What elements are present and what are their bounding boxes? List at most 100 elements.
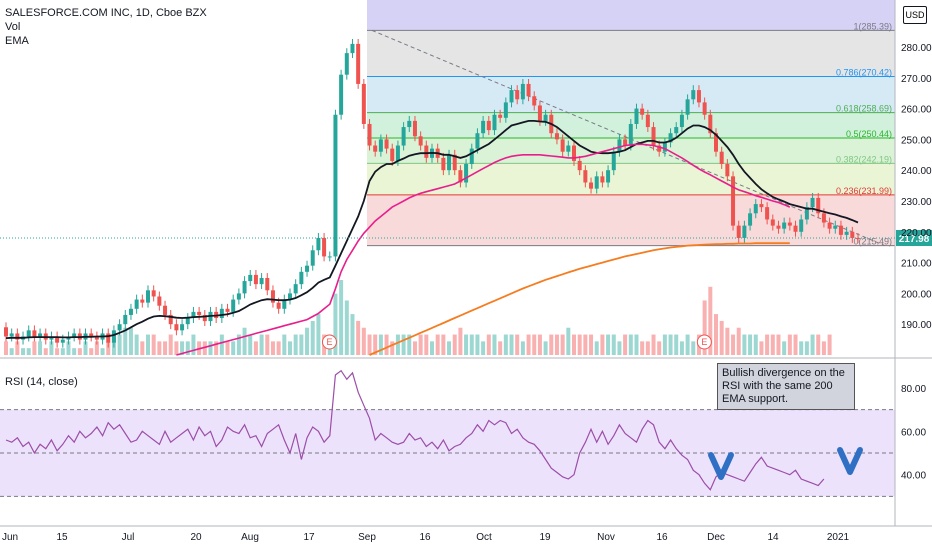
candle-body xyxy=(708,114,713,134)
candle-body xyxy=(668,133,673,143)
candle-body xyxy=(322,237,327,257)
divergence-arrow xyxy=(708,452,734,480)
candle-body xyxy=(9,333,14,337)
candle-body xyxy=(49,336,54,340)
time-tick-label: 19 xyxy=(539,532,551,543)
volume-bar xyxy=(94,341,99,355)
volume-bar xyxy=(606,334,611,355)
volume-bar xyxy=(236,334,241,355)
volume-bar xyxy=(691,341,696,355)
candle-body xyxy=(185,318,190,325)
chart-title[interactable]: SALESFORCE.COM INC, 1D, Cboe BZX xyxy=(5,7,207,19)
candle-body xyxy=(685,99,690,115)
time-tick-label: 14 xyxy=(767,532,779,543)
volume-bar xyxy=(72,348,77,355)
volume-bar xyxy=(611,334,616,355)
candle-body xyxy=(259,277,264,285)
volume-bar xyxy=(305,327,310,355)
volume-bar xyxy=(49,341,54,355)
volume-bar xyxy=(163,341,168,355)
time-tick-label: Aug xyxy=(241,532,259,543)
price-tick-label: 210.00 xyxy=(901,259,932,270)
time-tick-label: Sep xyxy=(358,532,376,543)
volume-bar xyxy=(390,341,395,355)
candle-body xyxy=(123,314,128,325)
volume-bar xyxy=(270,341,275,355)
volume-bar xyxy=(787,334,792,355)
volume-bar xyxy=(731,334,736,355)
candle-body xyxy=(526,83,531,97)
volume-bar xyxy=(520,341,525,355)
volume-bar xyxy=(543,341,548,355)
indicator-ema-label[interactable]: EMA xyxy=(5,35,29,47)
candle-body xyxy=(270,290,275,303)
candle-body xyxy=(662,142,667,152)
volume-bar xyxy=(515,334,520,355)
volume-bar xyxy=(447,341,452,355)
candle-body xyxy=(600,176,605,183)
candle-body xyxy=(719,151,724,165)
volume-bar xyxy=(43,348,48,355)
volume-bar xyxy=(60,348,65,355)
volume-bar xyxy=(146,334,150,355)
candle-body xyxy=(543,114,548,121)
price-tick-label: 280.00 xyxy=(901,43,932,54)
axes: 217.98 190.00 200.00 210.00 220.00 230.00 240.… xyxy=(0,0,932,543)
candle-body xyxy=(469,148,474,165)
volume-bar xyxy=(333,293,338,355)
candle-body xyxy=(691,90,696,100)
candle-body xyxy=(748,213,753,226)
indicator-vol-label[interactable]: Vol xyxy=(5,21,21,33)
fib-label-0.786: 0.786(270.42) xyxy=(836,67,892,77)
time-tick-label: 17 xyxy=(303,532,315,543)
candle-body xyxy=(339,74,344,115)
volume-bar xyxy=(373,334,378,355)
volume-bars xyxy=(4,280,832,355)
rsi-annotation-note[interactable]: Bullish divergence on the RSI with the s… xyxy=(717,363,855,410)
candle-body xyxy=(731,176,736,226)
currency-badge[interactable]: USD xyxy=(903,6,927,24)
volume-bar xyxy=(350,314,355,355)
volume-bar xyxy=(435,334,440,355)
earnings-circle xyxy=(696,334,712,350)
candle-body xyxy=(128,308,133,315)
candle-body xyxy=(765,207,770,220)
candle-body xyxy=(253,274,258,285)
candle-body xyxy=(804,207,809,220)
candle-body xyxy=(140,299,145,303)
candle-body xyxy=(231,299,236,312)
volume-bar xyxy=(668,334,673,355)
volume-bar xyxy=(282,334,287,355)
volume-bar xyxy=(685,334,690,355)
candle-body xyxy=(310,250,315,266)
volume-bar xyxy=(634,334,639,355)
candle-body xyxy=(742,225,747,238)
time-tick-label: 15 xyxy=(56,532,68,543)
time-tick-label: 20 xyxy=(190,532,202,543)
fib-label-0: 0(215.49) xyxy=(853,237,892,247)
volume-bar xyxy=(310,320,315,355)
volume-bar xyxy=(134,334,139,355)
volume-bar xyxy=(452,334,457,355)
time-tick-label: 16 xyxy=(656,532,668,543)
volume-bar xyxy=(770,334,775,355)
candle-body xyxy=(623,139,628,146)
volume-bar xyxy=(316,314,321,355)
volume-bar xyxy=(526,334,531,355)
volume-bar xyxy=(15,341,20,355)
price-tick-label: 230.00 xyxy=(901,197,932,208)
candle-body xyxy=(452,154,457,171)
candle-body xyxy=(787,222,792,226)
candle-body xyxy=(481,120,486,134)
volume-bar xyxy=(583,334,588,355)
candle-body xyxy=(537,105,542,121)
rsi-label[interactable]: RSI (14, close) xyxy=(5,376,78,388)
volume-bar xyxy=(208,341,213,355)
volume-bar xyxy=(106,341,111,355)
volume-bar xyxy=(458,327,463,355)
candle-body xyxy=(89,333,94,337)
ema-lines xyxy=(5,120,859,356)
volume-bar xyxy=(549,334,554,355)
candle-body xyxy=(390,148,395,161)
